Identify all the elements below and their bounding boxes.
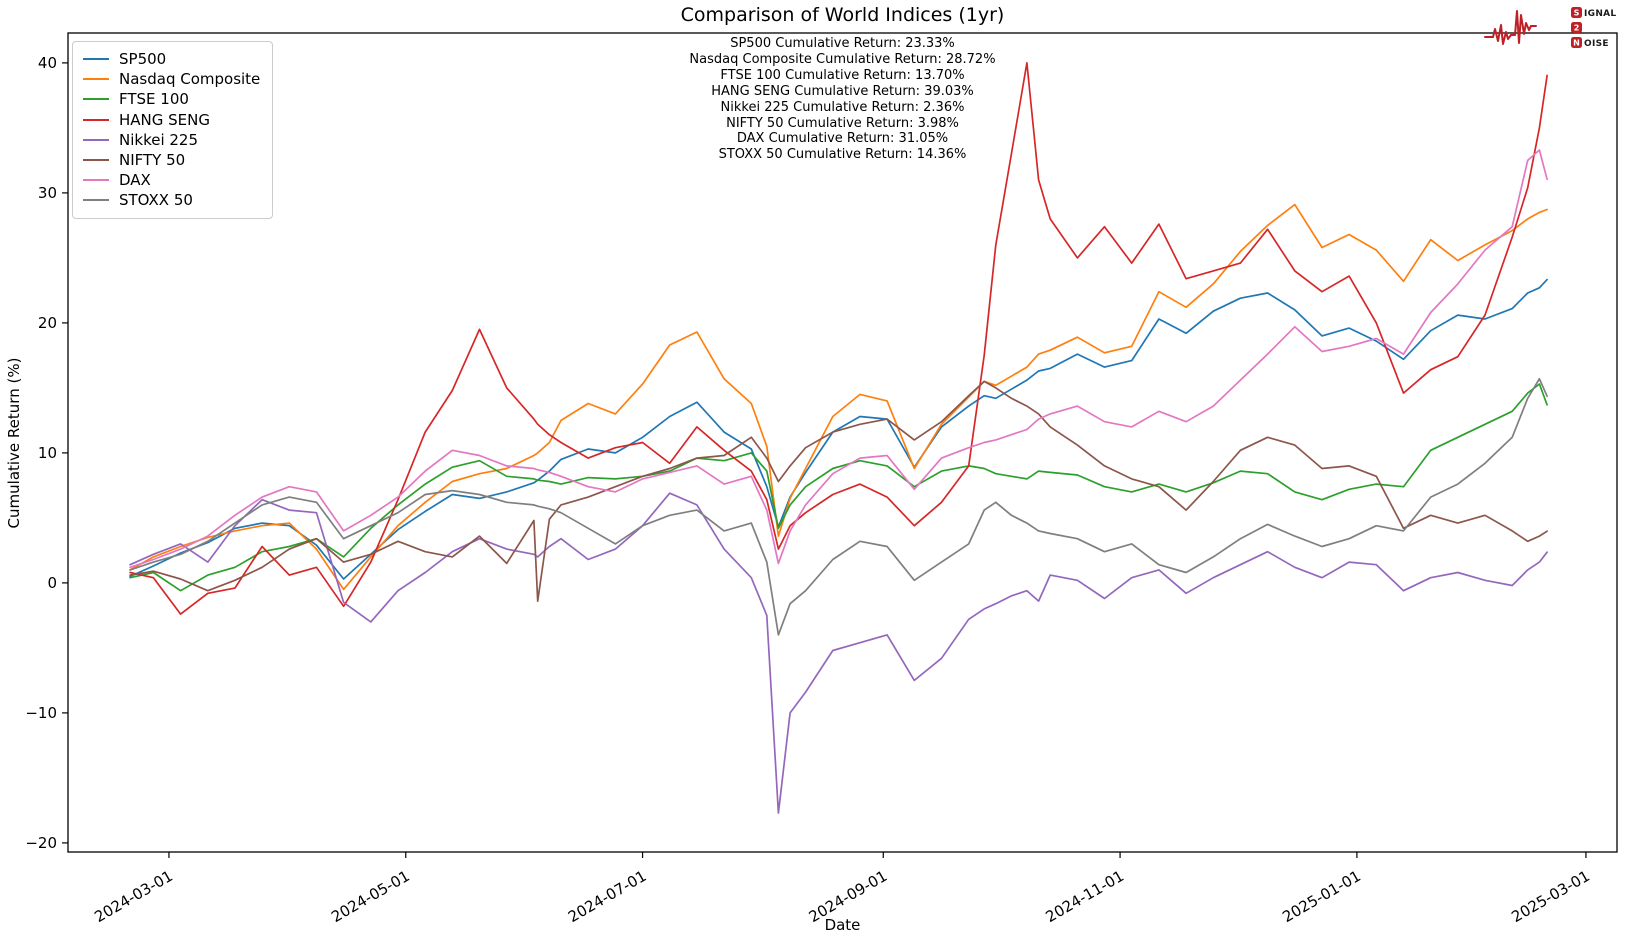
- legend-swatch: [83, 199, 109, 202]
- annotations: SP500 Cumulative Return: 23.33% Nasdaq Co…: [68, 36, 1617, 163]
- annotation-line: FTSE 100 Cumulative Return: 13.70%: [720, 67, 965, 83]
- signal-to-noise-logo: S IGNAL 2 N OISE: [1484, 7, 1616, 49]
- y-tick-label: 20: [38, 314, 57, 332]
- x-axis-label: Date: [824, 916, 861, 934]
- annotation-line: STOXX 50 Cumulative Return: 14.36%: [718, 147, 967, 163]
- series-line-dax: [129, 149, 1548, 569]
- logo-word-noise: OISE: [1584, 39, 1609, 49]
- legend: SP500 Nasdaq Composite FTSE 100 HANG SENG Ni…: [72, 41, 274, 219]
- legend-item-stoxx-50: STOXX 50: [83, 190, 260, 210]
- y-tick-label: −10: [25, 704, 57, 722]
- logo-text: S IGNAL 2 N OISE: [1571, 7, 1616, 49]
- annotation-line: NIFTY 50 Cumulative Return: 3.98%: [726, 115, 959, 131]
- legend-label: HANG SENG: [119, 110, 210, 129]
- svg-text:S: S: [1574, 9, 1580, 18]
- waveform-icon: [1484, 10, 1537, 45]
- y-tick-label: 0: [47, 574, 57, 592]
- legend-label: FTSE 100: [119, 90, 189, 109]
- legend-swatch: [83, 179, 109, 182]
- legend-label: NIFTY 50: [119, 151, 186, 170]
- legend-item-sp500: SP500: [83, 49, 260, 69]
- logo-word-signal: IGNAL: [1584, 9, 1616, 19]
- series-line-hang-seng: [129, 62, 1548, 615]
- legend-swatch: [83, 58, 109, 61]
- annotation-line: SP500 Cumulative Return: 23.33%: [730, 36, 955, 51]
- legend-label: Nikkei 225: [119, 130, 199, 149]
- annotation-line: Nasdaq Composite Cumulative Return: 28.7…: [689, 51, 996, 67]
- series-line-stoxx-50: [129, 377, 1548, 636]
- legend-item-ftse-100: FTSE 100: [83, 89, 260, 109]
- series-line-nifty-50: [129, 380, 1548, 602]
- legend-item-nasdaq-composite: Nasdaq Composite: [83, 69, 260, 89]
- legend-label: Nasdaq Composite: [119, 70, 261, 89]
- svg-text:N: N: [1573, 39, 1580, 48]
- chart-title: Comparison of World Indices (1yr): [680, 4, 1005, 26]
- legend-label: DAX: [119, 171, 151, 190]
- y-axis-label: Cumulative Return (%): [5, 357, 23, 529]
- annotation-line: DAX Cumulative Return: 31.05%: [736, 131, 949, 147]
- y-tick-label: 40: [38, 54, 57, 72]
- legend-label: SP500: [119, 50, 167, 69]
- legend-swatch: [83, 98, 109, 101]
- y-tick-label: 30: [38, 184, 57, 202]
- axes-frame: [67, 32, 1618, 853]
- annotation-line: Nikkei 225 Cumulative Return: 2.36%: [720, 99, 965, 115]
- legend-swatch: [83, 159, 109, 162]
- logo-word-two: 2: [1574, 24, 1580, 33]
- series-line-nasdaq-composite: [129, 203, 1548, 591]
- legend-item-nifty-50: NIFTY 50: [83, 150, 260, 170]
- series-line-ftse-100: [129, 383, 1548, 592]
- annotation-line: HANG SENG Cumulative Return: 39.03%: [711, 83, 974, 99]
- legend-swatch: [83, 138, 109, 141]
- series-line-sp500: [129, 278, 1548, 580]
- legend-swatch: [83, 118, 109, 121]
- legend-item-nikkei-225: Nikkei 225: [83, 130, 260, 150]
- legend-swatch: [83, 78, 109, 81]
- legend-label: STOXX 50: [119, 191, 193, 210]
- y-tick-label: 10: [38, 444, 57, 462]
- legend-item-hang-seng: HANG SENG: [83, 110, 260, 130]
- series-line-nikkei-225: [129, 492, 1548, 814]
- y-tick-label: −20: [25, 834, 57, 852]
- legend-item-dax: DAX: [83, 170, 260, 190]
